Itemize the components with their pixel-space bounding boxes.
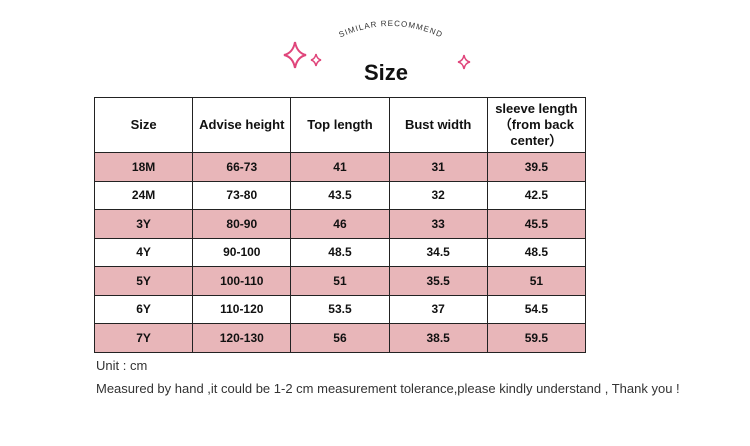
- table-cell: 100-110: [192, 266, 292, 296]
- header-tag: SIMILAR RECOMMEND: [338, 19, 445, 40]
- header-tag-text: SIMILAR RECOMMEND: [338, 19, 444, 40]
- table-cell: 48.5: [290, 237, 390, 267]
- table-cell: 48.5: [486, 237, 587, 267]
- table-cell: 66-73: [192, 152, 292, 182]
- tolerance-note: Measured by hand ,it could be 1-2 cm mea…: [96, 381, 680, 396]
- unit-note: Unit : cm: [96, 358, 148, 373]
- table-cell: 42.5: [486, 180, 587, 210]
- table-cell: 38.5: [388, 323, 488, 353]
- table-cell: 18M: [93, 152, 194, 182]
- table-cell: 59.5: [486, 323, 587, 353]
- table-cell: 37: [388, 294, 488, 324]
- table-row: 18M 66-73 41 31 39.5: [93, 152, 587, 182]
- table-cell: 39.5: [486, 152, 587, 182]
- table-cell: 90-100: [192, 237, 292, 267]
- table-cell: 35.5: [388, 266, 488, 296]
- table-cell: 24M: [93, 180, 194, 210]
- header-decoration: SIMILAR RECOMMEND: [283, 19, 471, 70]
- table-cell: 41: [290, 152, 390, 182]
- table-cell: 43.5: [290, 180, 390, 210]
- table-cell: 45.5: [486, 209, 587, 239]
- table-cell: 7Y: [93, 323, 194, 353]
- table-row: 3Y 80-90 46 33 45.5: [93, 209, 587, 239]
- table-cell: 6Y: [93, 294, 194, 324]
- sparkle: [283, 41, 307, 69]
- title: Size: [363, 60, 409, 85]
- header-row: Size Advise height Top length Bust width sle…: [93, 97, 587, 153]
- table-cell: 56: [290, 323, 390, 353]
- table-cell: 54.5: [486, 294, 587, 324]
- table-row: 5Y 100-110 51 35.5 51: [93, 266, 587, 296]
- table-cell: 33: [388, 209, 488, 239]
- table-cell: 53.5: [290, 294, 390, 324]
- table-cell: 73-80: [192, 180, 292, 210]
- table-cell: 34.5: [388, 237, 488, 267]
- table-cell: 80-90: [192, 209, 292, 239]
- table-cell: 3Y: [93, 209, 194, 239]
- size-table: Size Advise height Top length Bust width sle…: [93, 97, 587, 353]
- table-cell: 5Y: [93, 266, 194, 296]
- table-body: 18M 66-73 41 31 39.5 24M 73-80 43.5 32 42.5 3Y 80-9…: [93, 152, 587, 353]
- column-header: Advise height: [192, 97, 292, 153]
- table-cell: 31: [388, 152, 488, 182]
- table-cell: 46: [290, 209, 390, 239]
- table-cell: 120-130: [192, 323, 292, 353]
- column-header: sleeve length（from back center）: [486, 97, 587, 153]
- table-cell: 110-120: [192, 294, 292, 324]
- table-cell: 51: [290, 266, 390, 296]
- column-header: Top length: [290, 97, 390, 153]
- table-row: 4Y 90-100 48.5 34.5 48.5: [93, 237, 587, 267]
- table-cell: 32: [388, 180, 488, 210]
- column-header: Bust width: [388, 97, 488, 153]
- table-row: 6Y 110-120 53.5 37 54.5: [93, 294, 587, 324]
- sparkle: [310, 53, 322, 67]
- table-cell: 51: [486, 266, 587, 296]
- table-row: 24M 73-80 43.5 32 42.5: [93, 180, 587, 210]
- sparkle: [457, 54, 471, 70]
- column-header: Size: [93, 97, 194, 153]
- table-cell: 4Y: [93, 237, 194, 267]
- table-row: 7Y 120-130 56 38.5 59.5: [93, 323, 587, 353]
